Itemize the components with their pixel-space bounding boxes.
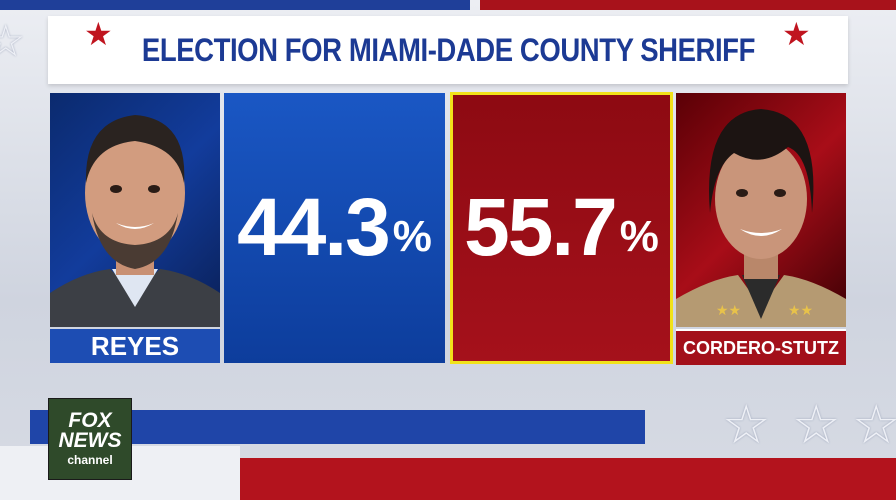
decor-star-icon: ☆ bbox=[722, 395, 771, 455]
page-title: ELECTION FOR MIAMI-DADE COUNTY SHERIFF bbox=[141, 31, 755, 68]
decor-star-icon: ☆ bbox=[0, 17, 26, 66]
percent-sign-cordero-stutz: % bbox=[619, 212, 659, 261]
result-box-cordero-stutz: 55.7 % bbox=[450, 92, 673, 364]
title-banner: ELECTION FOR MIAMI-DADE COUNTY SHERIFF bbox=[48, 16, 848, 84]
percent-value-reyes: 44.3 bbox=[237, 182, 391, 273]
star-left-icon: ★ bbox=[84, 16, 113, 52]
logo-fox-text: FOX bbox=[68, 409, 112, 432]
logo-news-text: NEWS bbox=[58, 429, 122, 452]
bottom-blue-stripe bbox=[30, 410, 645, 444]
svg-text:★★: ★★ bbox=[716, 302, 741, 318]
candidate-name-cordero-stutz: CORDERO-STUTZ bbox=[676, 329, 846, 365]
percent-value-cordero-stutz: 55.7 bbox=[464, 182, 618, 273]
fox-news-logo: FOX NEWS channel bbox=[48, 398, 132, 480]
decor-star-icon: ☆ bbox=[792, 395, 841, 455]
top-blue-stripe bbox=[0, 0, 470, 10]
svg-text:★★: ★★ bbox=[788, 302, 813, 318]
percent-sign-reyes: % bbox=[392, 212, 432, 261]
star-right-icon: ★ bbox=[782, 16, 811, 52]
top-red-stripe bbox=[480, 0, 896, 10]
reyes-photo bbox=[50, 93, 220, 327]
cordero-stutz-photo: ★★ ★★ bbox=[676, 93, 846, 327]
candidate-name-reyes: REYES bbox=[50, 329, 220, 363]
bottom-red-stripe bbox=[240, 458, 896, 500]
decor-star-icon: ☆ bbox=[852, 395, 896, 455]
result-box-reyes: 44.3 % bbox=[224, 93, 445, 363]
logo-channel-text: channel bbox=[67, 453, 113, 467]
